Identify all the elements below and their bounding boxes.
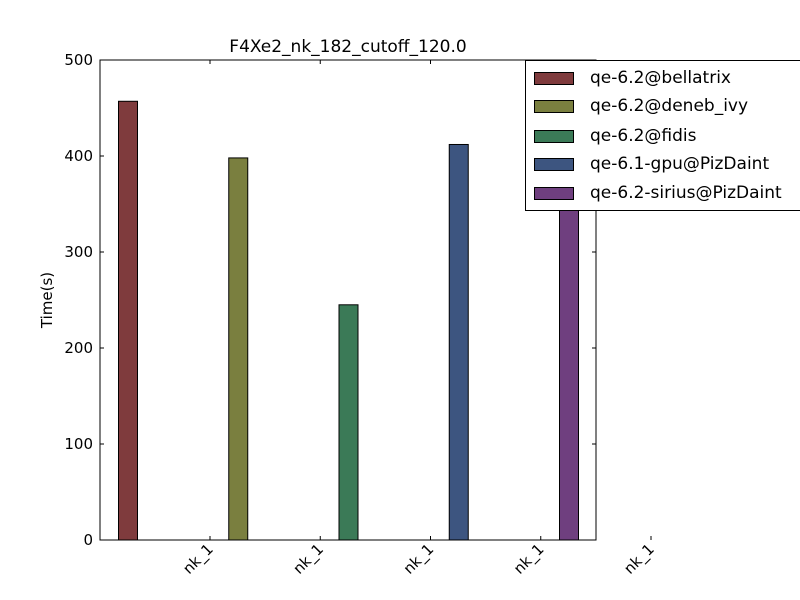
legend-label: qe-6.2@deneb_ivy — [590, 96, 749, 116]
legend-label: qe-6.2-sirius@PizDaint — [590, 183, 782, 203]
legend: qe-6.2@bellatrix qe-6.2@deneb_ivy qe-6.2… — [525, 60, 800, 211]
legend-label: qe-6.2@fidis — [590, 126, 697, 146]
x-tick-label: nk_1 — [289, 540, 327, 578]
y-tick-label: 200 — [64, 339, 93, 357]
x-tick-label: nk_1 — [179, 540, 217, 578]
y-tick-label: 500 — [64, 51, 93, 69]
plot-frame — [99, 59, 597, 541]
x-tick-label: nk_1 — [400, 540, 438, 578]
bar — [228, 157, 249, 541]
y-tick-label: 100 — [64, 435, 93, 453]
x-tick-label: nk_1 — [510, 540, 548, 578]
legend-label: qe-6.2@bellatrix — [590, 68, 731, 88]
y-tick-label: 300 — [64, 243, 93, 261]
bar — [338, 304, 359, 541]
x-tick-label: nk_1 — [620, 540, 658, 578]
y-axis-ticks: 0 100 200 300 400 500 — [64, 51, 596, 549]
bar — [559, 193, 579, 541]
bar — [118, 100, 138, 541]
legend-swatch — [534, 187, 574, 200]
legend-swatch — [534, 100, 574, 113]
y-tick-label: 400 — [64, 147, 93, 165]
legend-swatch — [534, 130, 574, 143]
bar — [448, 143, 469, 541]
legend-swatch — [534, 158, 574, 171]
chart-title: F4Xe2_nk_182_cutoff_120.0 — [229, 37, 466, 57]
legend-label: qe-6.1-gpu@PizDaint — [590, 154, 770, 174]
y-axis-label: Time(s) — [38, 272, 56, 329]
legend-swatch — [534, 72, 574, 85]
y-tick-label: 0 — [83, 531, 93, 549]
bars-group — [118, 100, 579, 541]
